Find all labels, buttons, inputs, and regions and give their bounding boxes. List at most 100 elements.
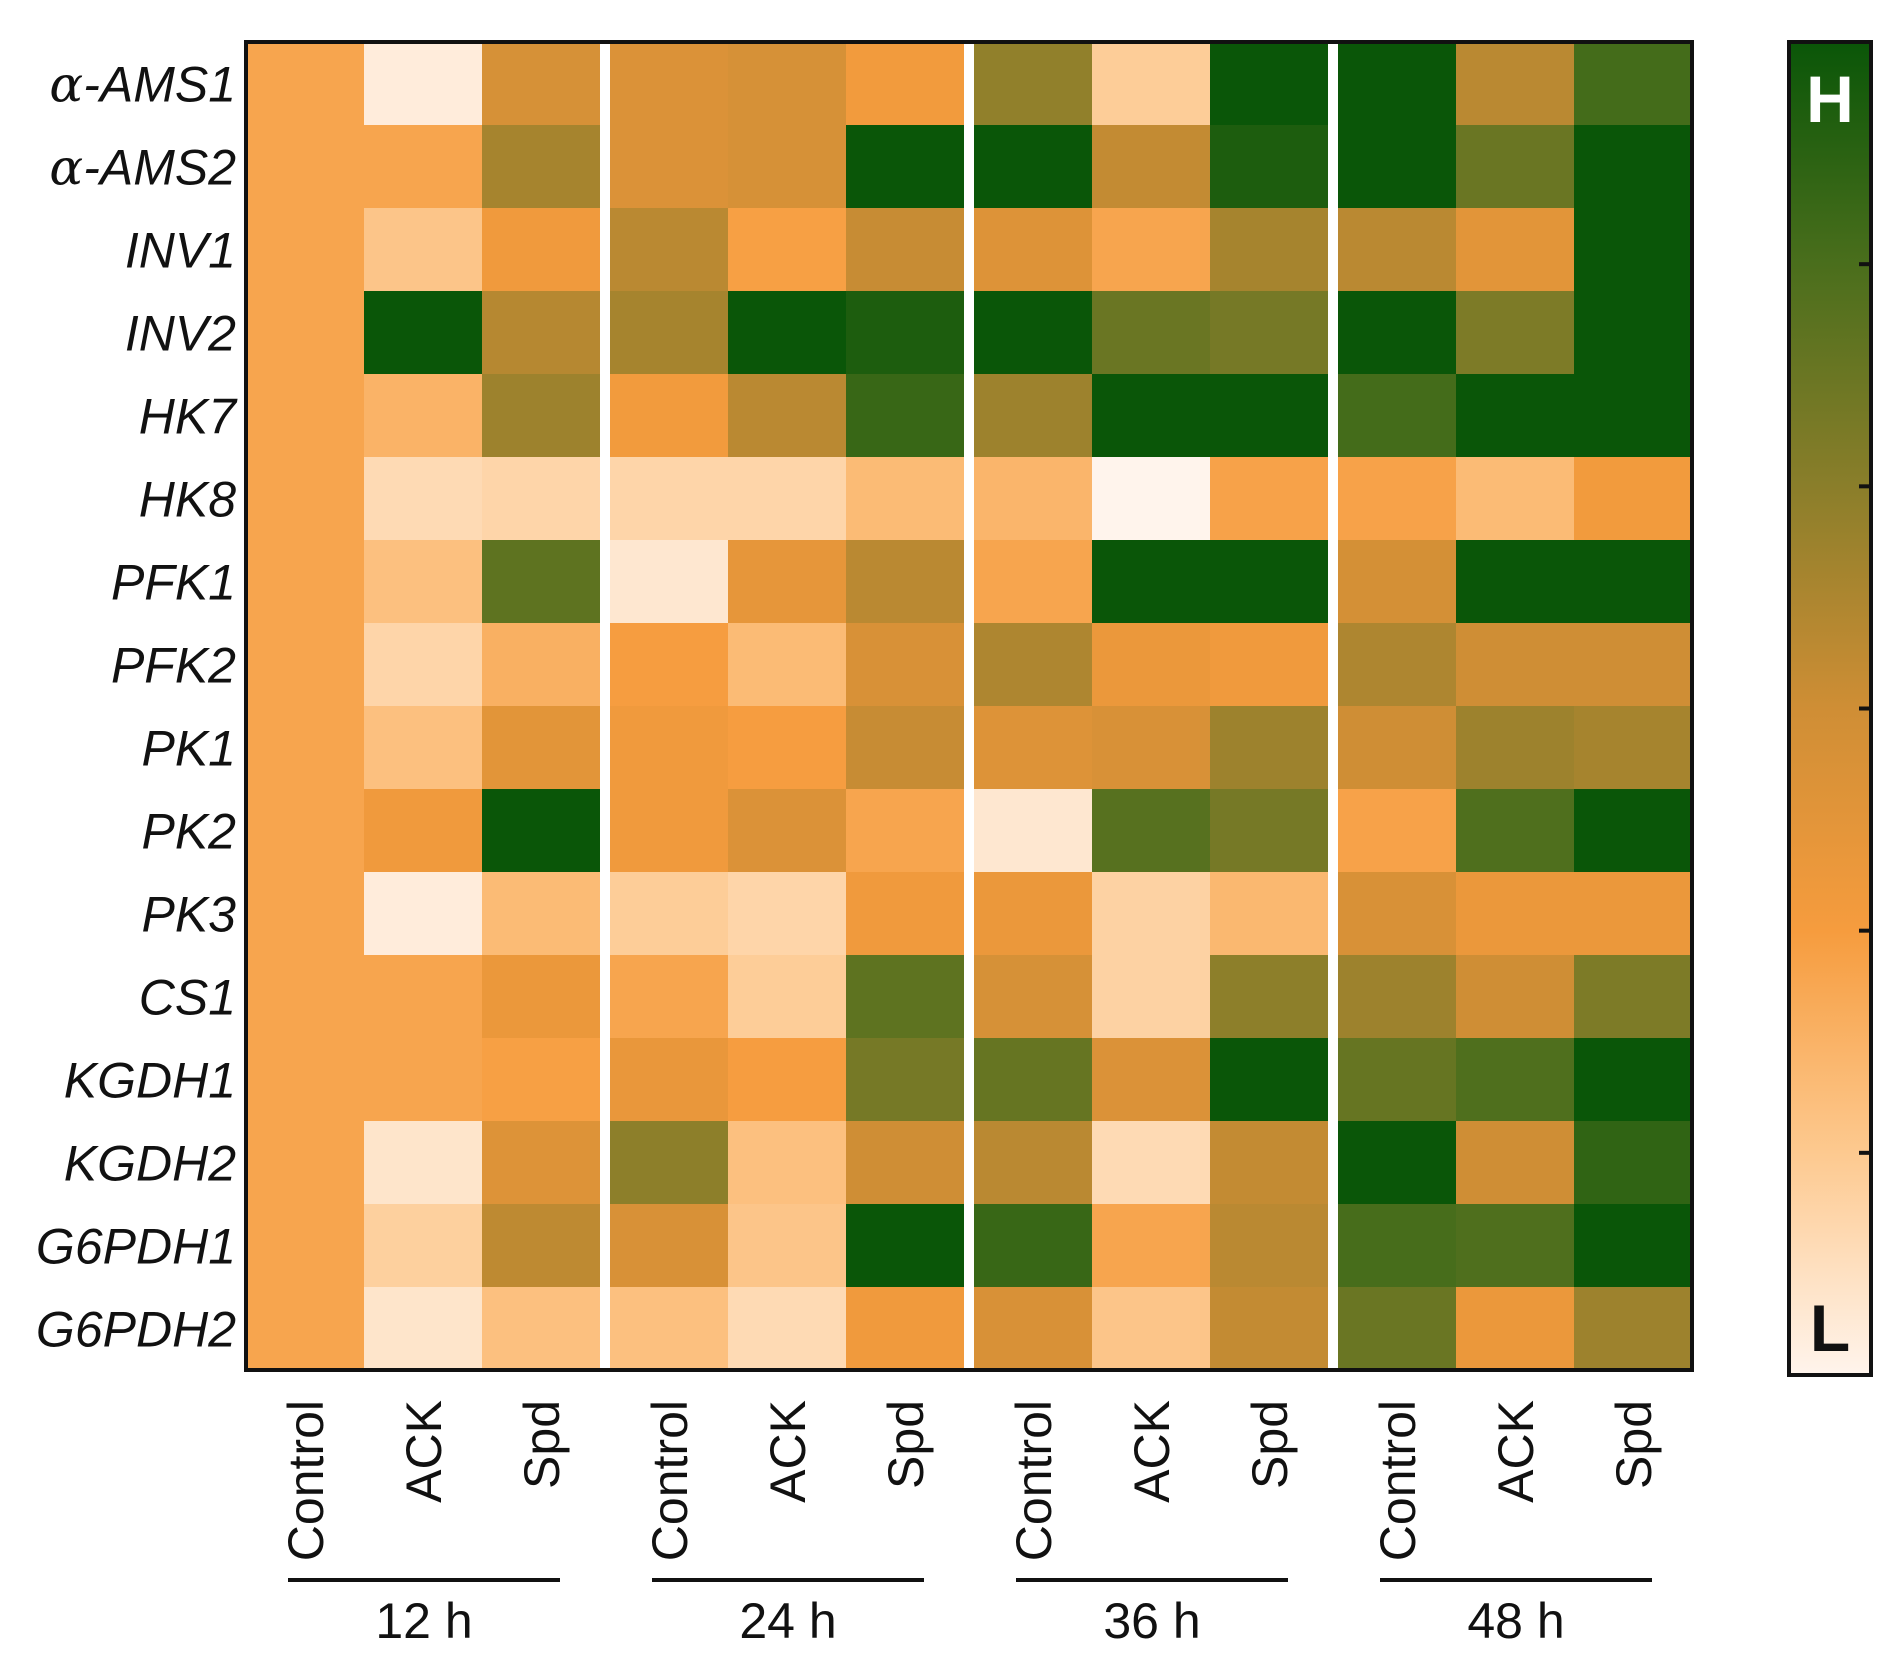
heatmap-cell bbox=[1338, 42, 1457, 126]
heatmap-cell bbox=[364, 1038, 483, 1122]
row-label: PFK2 bbox=[111, 638, 236, 694]
heatmap-cell bbox=[846, 1287, 965, 1371]
row-label: PK2 bbox=[141, 804, 236, 860]
heatmap-cell bbox=[974, 1204, 1093, 1288]
heatmap-cell bbox=[1210, 540, 1329, 624]
heatmap-cell bbox=[1338, 1038, 1457, 1122]
heatmap-cell bbox=[1456, 706, 1575, 790]
heatmap-cell bbox=[846, 623, 965, 707]
heatmap-cell bbox=[1574, 208, 1693, 292]
heatmap-cell bbox=[1456, 1121, 1575, 1205]
heatmap-cell bbox=[1338, 457, 1457, 541]
heatmap-cell bbox=[1092, 457, 1211, 541]
heatmap-cell bbox=[728, 291, 847, 375]
heatmap-cell bbox=[610, 374, 729, 458]
row-label: HK7 bbox=[139, 389, 238, 445]
scale-low-label: L bbox=[1810, 1291, 1850, 1365]
heatmap-cell bbox=[846, 1121, 965, 1205]
heatmap-cell bbox=[1338, 623, 1457, 707]
heatmap-cell bbox=[610, 125, 729, 209]
heatmap-cell bbox=[482, 42, 601, 126]
plot-frame bbox=[244, 40, 1694, 1372]
heatmap-cell bbox=[1456, 955, 1575, 1039]
heatmap-cell bbox=[482, 208, 601, 292]
column-label: ACK bbox=[1488, 1400, 1544, 1503]
heatmap-cell bbox=[482, 789, 601, 873]
heatmap-cell bbox=[974, 540, 1093, 624]
heatmap-cell bbox=[246, 1204, 365, 1288]
heatmap-cell bbox=[728, 208, 847, 292]
heatmap-cell bbox=[846, 125, 965, 209]
heatmap-cell bbox=[246, 1038, 365, 1122]
heatmap-cell bbox=[246, 1287, 365, 1371]
group-label: 48 h bbox=[1467, 1593, 1564, 1649]
row-label: α-AMS2 bbox=[49, 139, 236, 197]
heatmap-cell bbox=[1338, 208, 1457, 292]
heatmap-cell bbox=[1092, 1204, 1211, 1288]
heatmap-cell bbox=[1210, 1204, 1329, 1288]
heatmap-cell bbox=[846, 706, 965, 790]
heatmap-cell bbox=[1456, 374, 1575, 458]
heatmap-cell bbox=[246, 125, 365, 209]
heatmap-cell bbox=[610, 1204, 729, 1288]
row-label: α-AMS1 bbox=[49, 56, 236, 114]
heatmap-cell bbox=[1092, 623, 1211, 707]
heatmap-cell bbox=[974, 208, 1093, 292]
row-label: INV1 bbox=[125, 223, 236, 279]
heatmap-cell bbox=[364, 125, 483, 209]
row-labels: α-AMS1 α-AMS2 INV1 INV2 HK7 HK8 PFK1 PFK2 PK1 PK2… bbox=[36, 56, 238, 1358]
heatmap-cell bbox=[1574, 1121, 1693, 1205]
heatmap-cell bbox=[610, 1038, 729, 1122]
heatmap-cell bbox=[728, 623, 847, 707]
heatmap-cell bbox=[974, 789, 1093, 873]
heatmap-cell bbox=[728, 457, 847, 541]
heatmap-cell bbox=[364, 42, 483, 126]
heatmap-cell bbox=[1210, 1121, 1329, 1205]
heatmap-cell bbox=[1574, 872, 1693, 956]
column-label: ACK bbox=[1124, 1400, 1180, 1503]
heatmap-cell bbox=[728, 374, 847, 458]
heatmap-cell bbox=[974, 42, 1093, 126]
heatmap-cell bbox=[610, 872, 729, 956]
heatmap-cell bbox=[246, 789, 365, 873]
heatmap-cell bbox=[728, 955, 847, 1039]
heatmap-cell bbox=[1574, 1287, 1693, 1371]
heatmap-cell bbox=[1456, 1038, 1575, 1122]
column-label: ACK bbox=[396, 1400, 452, 1503]
heatmap-cell bbox=[728, 706, 847, 790]
heatmap-cell bbox=[1210, 872, 1329, 956]
heatmap-cell bbox=[846, 789, 965, 873]
row-label: PK3 bbox=[141, 887, 236, 943]
group-label: 12 h bbox=[375, 1593, 472, 1649]
heatmap-cell bbox=[728, 1204, 847, 1288]
heatmap-cell bbox=[1210, 623, 1329, 707]
heatmap-cell bbox=[1092, 872, 1211, 956]
heatmap-cell bbox=[1456, 872, 1575, 956]
heatmap-cell bbox=[364, 540, 483, 624]
heatmap-cell bbox=[728, 540, 847, 624]
heatmap-cell bbox=[610, 540, 729, 624]
heatmap-cell bbox=[974, 374, 1093, 458]
heatmap-cell bbox=[728, 789, 847, 873]
heatmap-cell bbox=[974, 1121, 1093, 1205]
heatmap-cell bbox=[974, 1287, 1093, 1371]
heatmap-cell bbox=[246, 706, 365, 790]
heatmap-cell bbox=[482, 540, 601, 624]
group-separator bbox=[964, 42, 974, 1370]
heatmap-cell bbox=[1574, 1038, 1693, 1122]
heatmap-cell bbox=[482, 1121, 601, 1205]
heatmap-cell bbox=[1456, 457, 1575, 541]
heatmap-cell bbox=[846, 208, 965, 292]
heatmap-cell bbox=[1210, 1038, 1329, 1122]
color-scale-bar bbox=[1787, 40, 1873, 1377]
heatmap-cell bbox=[364, 789, 483, 873]
heatmap-cell bbox=[246, 872, 365, 956]
heatmap-cell bbox=[246, 374, 365, 458]
heatmap-cell bbox=[482, 872, 601, 956]
heatmap-cell bbox=[610, 42, 729, 126]
column-label: Control bbox=[1370, 1400, 1426, 1561]
column-label: Spd bbox=[1242, 1400, 1298, 1489]
heatmap-cell bbox=[1092, 789, 1211, 873]
